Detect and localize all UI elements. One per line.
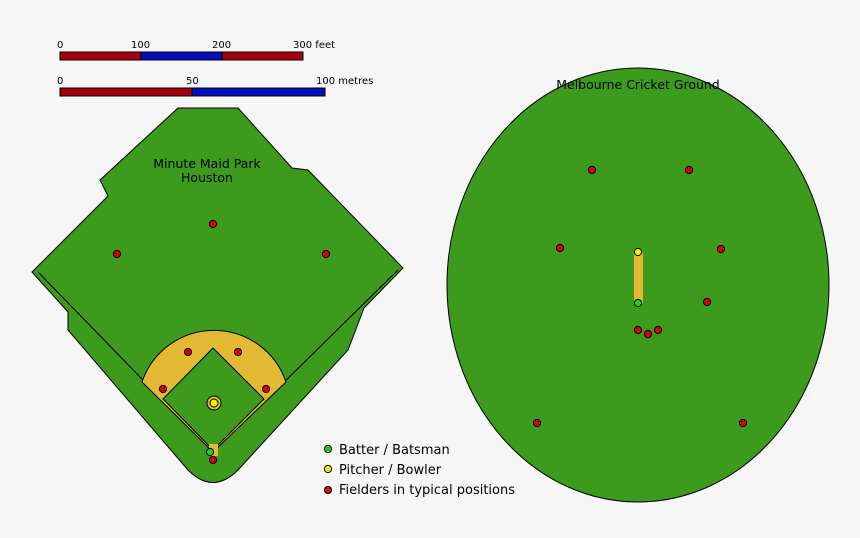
feet-scale-bar: 0 100 200 300 feet — [57, 40, 335, 61]
cricket-fielder — [633, 325, 643, 335]
baseball-fielder-first-base — [261, 384, 271, 394]
feet-segment-3 — [221, 51, 304, 61]
metres-segment-1 — [59, 87, 193, 97]
baseball-outfield — [31, 107, 404, 483]
cricket-field: Melbourne Cricket Ground — [446, 67, 830, 503]
cricket-fielder — [643, 329, 653, 339]
legend-batter-label: Batter / Batsman — [339, 443, 450, 458]
feet-tick-100: 100 — [131, 40, 150, 51]
baseball-fielder-center-field — [208, 219, 218, 229]
cricket-batsman — [633, 298, 643, 308]
cricket-fielder — [587, 165, 597, 175]
baseball-fielder-second-base — [233, 347, 243, 357]
baseball-fielder-third-base — [158, 384, 168, 394]
metres-tick-0: 0 — [57, 76, 63, 87]
baseball-fielder-catcher — [208, 455, 218, 465]
feet-tick-200: 200 — [212, 40, 231, 51]
baseball-pitcher — [209, 398, 219, 408]
baseball-fielder-shortstop — [183, 347, 193, 357]
cricket-fielder — [702, 297, 712, 307]
cricket-fielder — [532, 418, 542, 428]
cricket-pitch — [634, 252, 643, 303]
metres-segment-2 — [191, 87, 326, 97]
baseball-title-line2: Houston — [181, 170, 233, 185]
cricket-fielder — [684, 165, 694, 175]
baseball-batter — [205, 447, 215, 457]
feet-tick-0: 0 — [57, 40, 63, 51]
legend-fielders-label: Fielders in typical positions — [339, 483, 515, 498]
baseball-field: Minute Maid Park Houston — [31, 107, 404, 483]
feet-tick-300: 300 feet — [293, 40, 335, 51]
legend-pitcher-label: Pitcher / Bowler — [339, 463, 442, 478]
metres-scale-bar: 0 50 100 metres — [57, 76, 373, 97]
cricket-fielder — [738, 418, 748, 428]
cricket-fielder — [555, 243, 565, 253]
cricket-fielder — [716, 244, 726, 254]
cricket-bowler — [633, 247, 643, 257]
legend-batter-marker — [323, 444, 333, 454]
baseball-title-line1: Minute Maid Park — [153, 156, 261, 171]
feet-segment-1 — [59, 51, 142, 61]
feet-segment-2 — [140, 51, 223, 61]
cricket-fielder — [653, 325, 663, 335]
baseball-fielder-left-field — [112, 249, 122, 259]
metres-tick-50: 50 — [186, 76, 199, 87]
legend-pitcher-marker — [323, 464, 333, 474]
legend: Batter / Batsman Pitcher / Bowler Fielde… — [323, 443, 515, 498]
cricket-title: Melbourne Cricket Ground — [556, 77, 720, 92]
legend-fielders-marker — [323, 485, 333, 495]
metres-tick-100: 100 metres — [316, 76, 373, 87]
baseball-fielder-right-field — [321, 249, 331, 259]
